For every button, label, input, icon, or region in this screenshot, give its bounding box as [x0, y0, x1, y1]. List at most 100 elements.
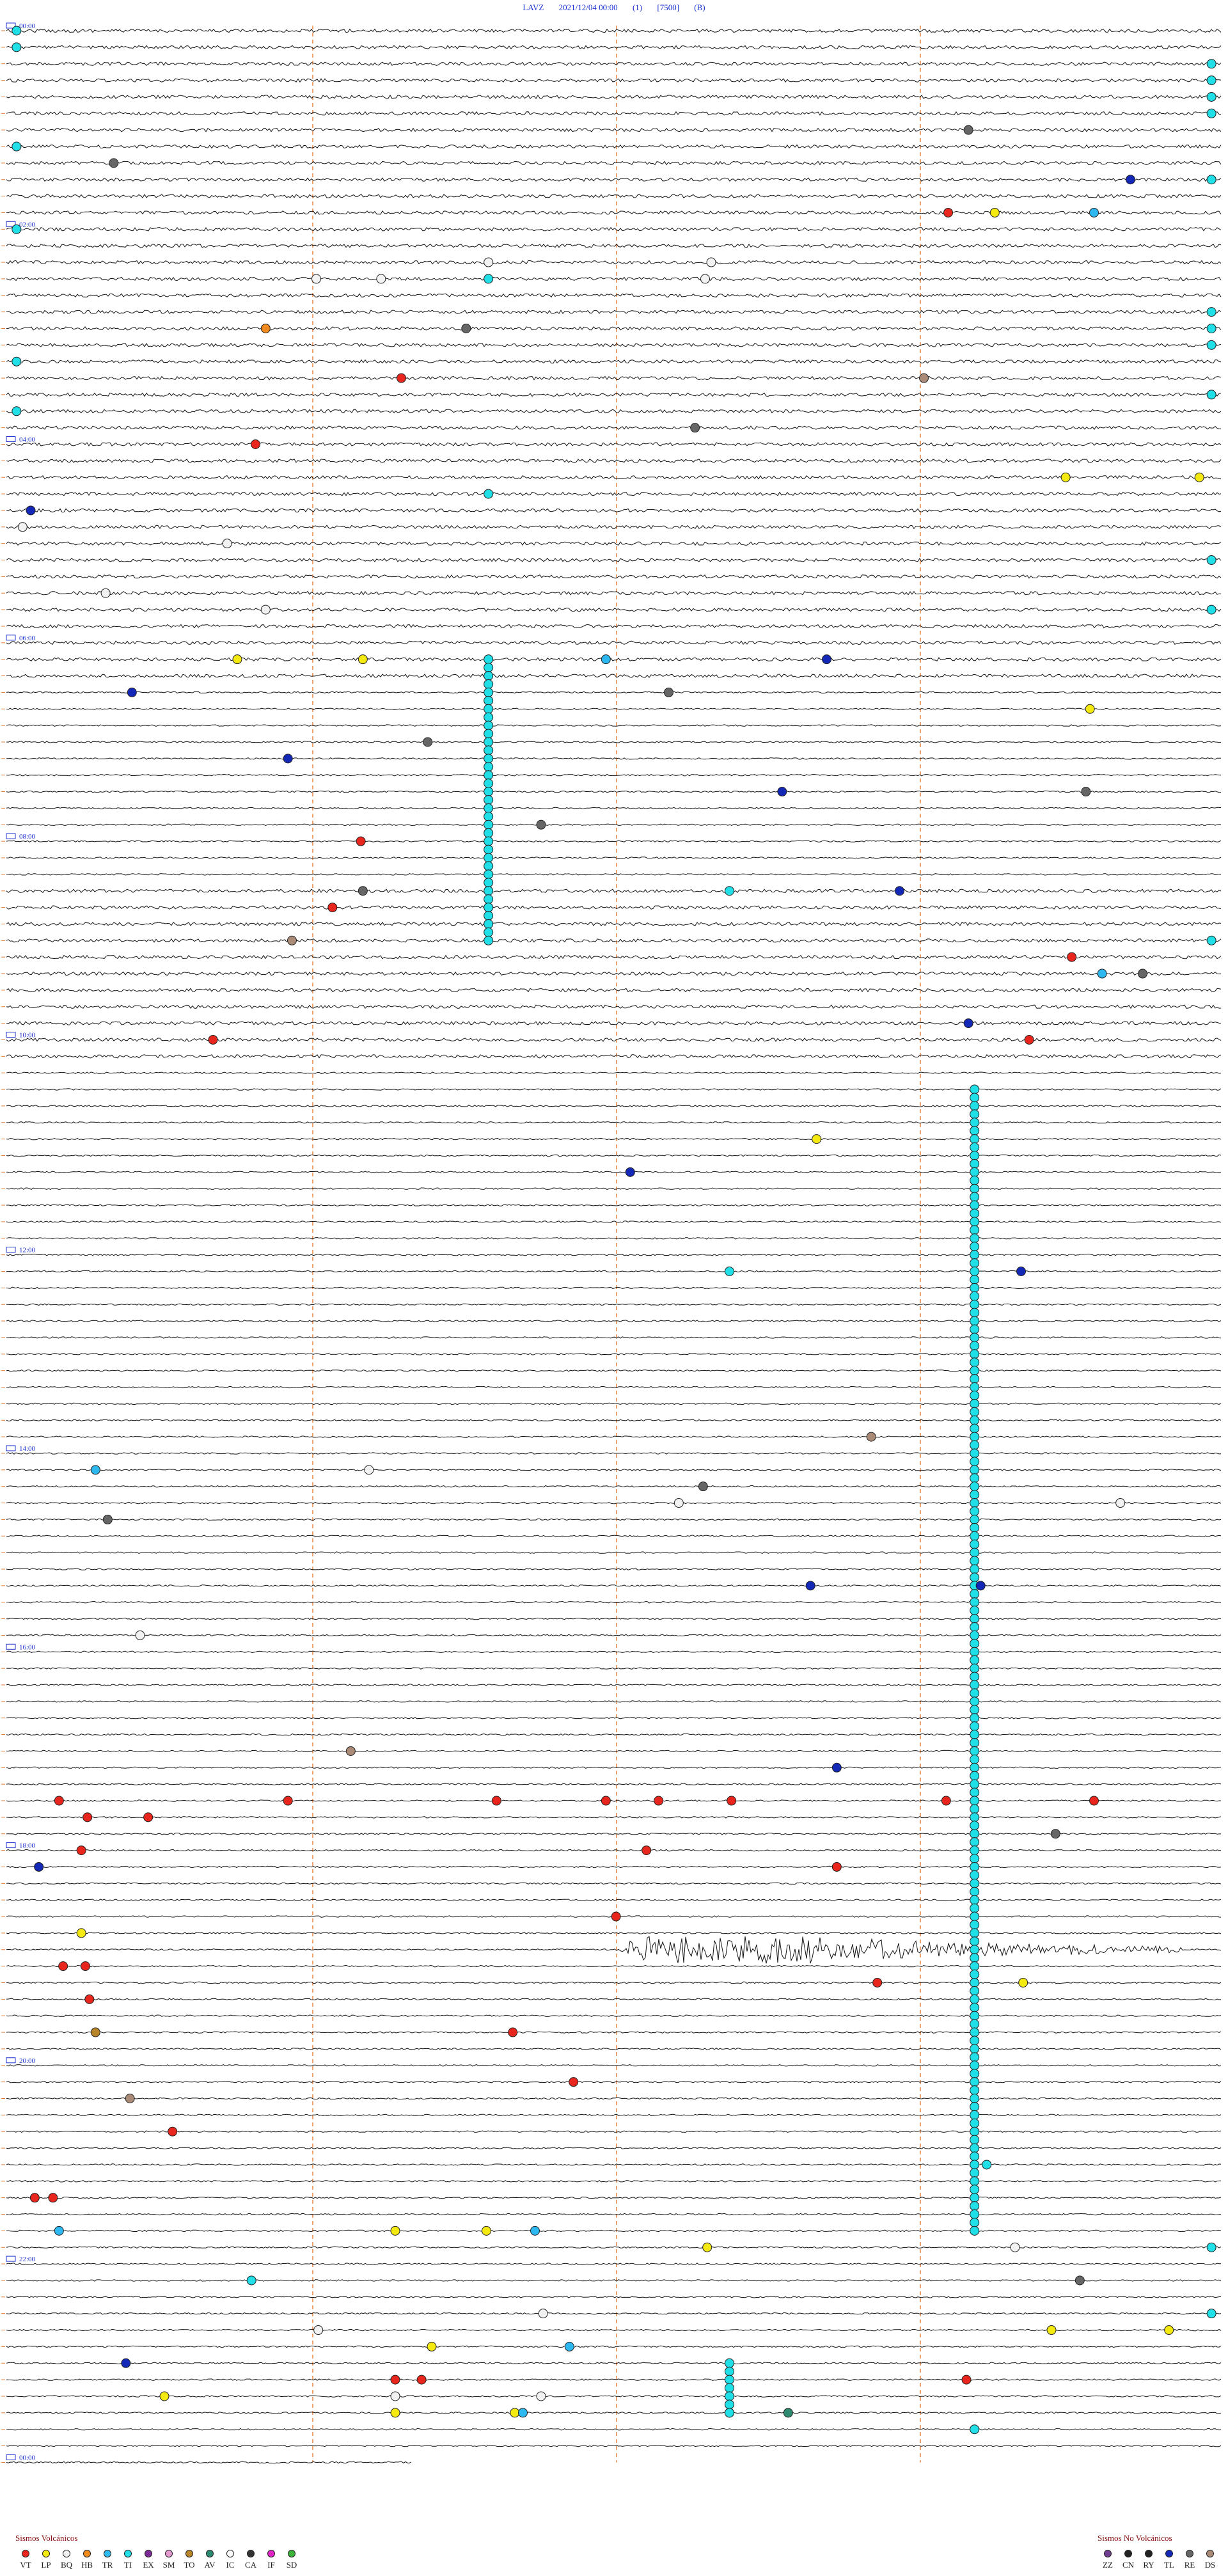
seismic-trace: [6, 1600, 1222, 1604]
event-marker: [963, 1018, 973, 1029]
event-marker: [356, 836, 366, 846]
seismic-trace: [6, 2196, 1222, 2199]
event-marker: [970, 2052, 980, 2062]
seismic-trace: [6, 2362, 1222, 2365]
event-marker: [970, 2143, 980, 2153]
event-marker: [48, 2193, 58, 2203]
legend-volcanic-title: Sismos Volcánicos: [15, 2533, 78, 2543]
event-marker: [970, 1638, 980, 1648]
event-marker: [569, 2077, 579, 2087]
seismic-trace: [6, 2031, 1222, 2034]
event-marker: [34, 1861, 44, 1872]
event-marker: [1018, 1977, 1028, 1987]
legend-swatch: [247, 2550, 255, 2557]
event-marker: [208, 1034, 218, 1045]
seismic-trace: [6, 2163, 1222, 2166]
event-marker: [12, 356, 22, 367]
seismic-trace: [6, 574, 1222, 579]
event-marker: [484, 836, 494, 846]
event-marker: [484, 919, 494, 929]
legend-label: RY: [1143, 2560, 1154, 2570]
legend-non-volcanic-items: ZZ CN RY TL RE DS: [1098, 2550, 1220, 2570]
seismic-trace: [6, 409, 1222, 414]
legend-item: TR: [97, 2550, 118, 2570]
event-marker: [963, 125, 973, 135]
event-marker: [484, 927, 494, 937]
event-marker: [260, 604, 271, 615]
event-marker: [970, 1597, 980, 1608]
event-marker: [970, 2209, 980, 2220]
event-marker: [822, 654, 831, 665]
seismic-trace: [6, 541, 1222, 546]
event-marker: [491, 1796, 501, 1806]
event-marker: [970, 1233, 980, 1244]
event-marker: [76, 1928, 86, 1938]
event-marker: [970, 1242, 980, 1252]
event-marker: [970, 1482, 980, 1492]
seismic-trace: [6, 2213, 1222, 2216]
seismic-trace: [6, 442, 1222, 446]
seismic-trace: [6, 590, 1221, 596]
event-marker: [518, 2408, 528, 2418]
hour-label: 06:00: [19, 635, 36, 642]
event-marker: [970, 2193, 980, 2203]
seismic-trace: [6, 2114, 1222, 2117]
event-marker: [970, 1225, 980, 1235]
event-marker: [970, 1779, 980, 1789]
event-marker: [12, 406, 22, 416]
hour-box: [6, 22, 16, 29]
component-label: (1): [632, 3, 643, 12]
event-marker: [17, 522, 28, 532]
event-marker: [698, 1482, 708, 1492]
seismic-trace: [6, 971, 1222, 976]
legend-item: SM: [159, 2550, 179, 2570]
event-marker: [484, 257, 494, 267]
event-marker: [625, 1167, 635, 1177]
event-marker: [54, 2225, 64, 2236]
event-marker: [970, 1589, 980, 1599]
event-marker: [1206, 175, 1216, 185]
hour-label: 12:00: [19, 1247, 36, 1254]
event-marker: [943, 207, 953, 217]
event-marker: [970, 1299, 980, 1309]
event-marker: [1138, 968, 1147, 979]
event-marker: [970, 1283, 980, 1293]
event-marker: [872, 1977, 883, 1987]
event-marker: [970, 1994, 980, 2004]
event-marker: [484, 878, 494, 888]
event-marker: [970, 1457, 980, 1467]
hour-label: 00:00: [19, 22, 36, 30]
legend-label: TR: [102, 2560, 113, 2570]
event-marker: [970, 1804, 980, 1814]
legend-label: TI: [123, 2560, 132, 2570]
event-marker: [970, 1522, 980, 1533]
seismic-trace: [6, 78, 1222, 83]
event-marker: [484, 695, 494, 706]
hour-box: [6, 1247, 16, 1253]
hour-box: [6, 436, 16, 442]
event-marker: [970, 1928, 980, 1938]
event-marker: [673, 1498, 684, 1508]
event-marker: [654, 1796, 664, 1806]
event-marker: [970, 1258, 980, 1268]
flag-label: (B): [694, 3, 705, 12]
event-marker: [232, 654, 242, 665]
seismic-trace: [6, 840, 1222, 842]
event-marker: [76, 1845, 86, 1856]
legend-swatch: [1186, 2550, 1193, 2557]
event-marker: [970, 1332, 980, 1343]
seismic-trace: [6, 607, 1222, 612]
seismic-trace: [6, 1716, 1222, 1719]
event-marker: [970, 1142, 980, 1153]
event-marker: [327, 903, 338, 913]
event-marker: [970, 2217, 980, 2227]
event-marker: [12, 42, 22, 52]
seismic-trace: [6, 1336, 1222, 1339]
legend-swatch: [1124, 2550, 1132, 2557]
seismic-trace: [6, 1105, 1222, 1107]
event-marker: [970, 1250, 980, 1260]
legend-label: DS: [1204, 2560, 1216, 2570]
seismic-trace: [6, 2345, 1222, 2348]
event-marker: [427, 2341, 437, 2351]
seismic-trace: [6, 1816, 1222, 1819]
